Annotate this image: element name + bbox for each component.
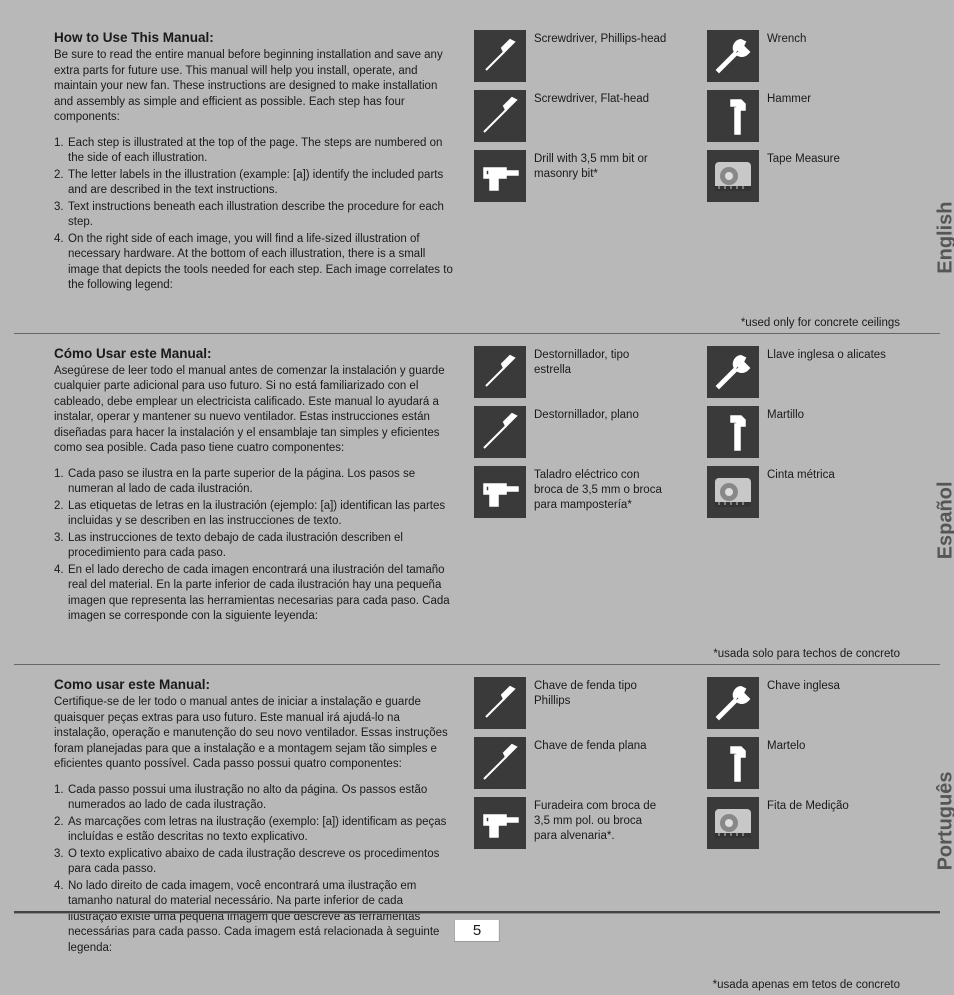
tool-label: Hammer <box>767 90 811 107</box>
step-item: On the right side of each image, you wil… <box>54 232 454 294</box>
tool-item: Screwdriver, Phillips-head <box>474 30 667 82</box>
step-item: The letter labels in the illustration (e… <box>54 168 454 199</box>
tool-item: Chave de fenda plana <box>474 737 667 789</box>
step-item: As marcações com letras na ilustração (e… <box>54 815 454 846</box>
tools-column: Screwdriver, Phillips-head Screwdriver, F… <box>474 30 667 295</box>
flat-screwdriver-icon <box>474 737 526 789</box>
tool-label: Wrench <box>767 30 806 47</box>
tools-legend: Screwdriver, Phillips-head Screwdriver, F… <box>474 30 900 295</box>
page-number: 5 <box>454 920 500 942</box>
tool-label: Destornillador, plano <box>534 406 639 423</box>
tool-item: Screwdriver, Flat-head <box>474 90 667 142</box>
tool-item: Chave inglesa <box>707 677 900 729</box>
footnote: *usada apenas em tetos de concreto <box>14 975 940 995</box>
tool-item: Martillo <box>707 406 900 458</box>
tool-item: Hammer <box>707 90 900 142</box>
tool-label: Fita de Medição <box>767 797 849 814</box>
tool-item: Wrench <box>707 30 900 82</box>
language-tab-portuguese: Português <box>935 772 954 871</box>
drill-icon <box>474 466 526 518</box>
tool-item: Taladro eléctrico con broca de 3,5 mm o … <box>474 466 667 518</box>
instructions-column: Como usar este Manual: Certifique-se de l… <box>54 677 474 957</box>
step-item: Text instructions beneath each illustrat… <box>54 200 454 231</box>
tool-label: Martelo <box>767 737 805 754</box>
intro-text: Certifique-se de ler todo o manual antes… <box>54 695 454 773</box>
tool-label: Destornillador, tipo estrella <box>534 346 667 378</box>
section-heading: How to Use This Manual: <box>54 30 454 45</box>
phillips-screwdriver-icon <box>474 677 526 729</box>
drill-icon <box>474 150 526 202</box>
tools-legend: Destornillador, tipo estrella Destornilla… <box>474 346 900 626</box>
tool-item: Chave de fenda tipo Phillips <box>474 677 667 729</box>
intro-text: Asegúrese de leer todo el manual antes d… <box>54 364 454 457</box>
tool-item: Drill with 3,5 mm bit or masonry bit* <box>474 150 667 202</box>
instructions-column: Cómo Usar este Manual: Asegúrese de leer … <box>54 346 474 626</box>
hammer-icon <box>707 90 759 142</box>
step-item: O texto explicativo abaixo de cada ilust… <box>54 847 454 878</box>
drill-icon <box>474 797 526 849</box>
step-item: Las instrucciones de texto debajo de cad… <box>54 531 454 562</box>
steps-list: Cada passo possui uma ilustração no alto… <box>54 783 454 957</box>
tool-item: Furadeira com broca de 3,5 mm pol. ou br… <box>474 797 667 849</box>
steps-list: Each step is illustrated at the top of t… <box>54 136 454 294</box>
manual-page: How to Use This Manual: Be sure to read t… <box>0 0 954 954</box>
intro-text: Be sure to read the entire manual before… <box>54 48 454 126</box>
phillips-screwdriver-icon <box>474 30 526 82</box>
language-tab-english: English <box>935 202 954 274</box>
tool-label: Cinta métrica <box>767 466 835 483</box>
step-item: Cada passo possui uma ilustração no alto… <box>54 783 454 814</box>
tool-label: Chave de fenda tipo Phillips <box>534 677 667 709</box>
tool-item: Destornillador, tipo estrella <box>474 346 667 398</box>
tools-column: Destornillador, tipo estrella Destornilla… <box>474 346 667 626</box>
section-heading: Como usar este Manual: <box>54 677 454 692</box>
language-tab-spanish: Español <box>935 482 954 560</box>
tools-column: Chave inglesa Martelo Fita de Medição <box>707 677 900 957</box>
phillips-screwdriver-icon <box>474 346 526 398</box>
wrench-icon <box>707 677 759 729</box>
step-item: Las etiquetas de letras en la ilustració… <box>54 499 454 530</box>
tool-label: Furadeira com broca de 3,5 mm pol. ou br… <box>534 797 667 844</box>
footer-rule <box>14 911 940 914</box>
tool-item: Cinta métrica <box>707 466 900 518</box>
step-item: Cada paso se ilustra en la parte superio… <box>54 467 454 498</box>
tools-column: Llave inglesa o alicates Martillo Cinta mé… <box>707 346 900 626</box>
steps-list: Cada paso se ilustra en la parte superio… <box>54 467 454 625</box>
tape-measure-icon <box>707 797 759 849</box>
tool-item: Tape Measure <box>707 150 900 202</box>
tool-label: Taladro eléctrico con broca de 3,5 mm o … <box>534 466 667 513</box>
step-item: No lado direito de cada imagem, você enc… <box>54 879 454 957</box>
section-heading: Cómo Usar este Manual: <box>54 346 454 361</box>
flat-screwdriver-icon <box>474 406 526 458</box>
language-section: How to Use This Manual: Be sure to read t… <box>14 30 940 313</box>
language-section: Cómo Usar este Manual: Asegúrese de leer … <box>14 333 940 644</box>
tool-label: Screwdriver, Phillips-head <box>534 30 666 47</box>
content-area: How to Use This Manual: Be sure to read t… <box>0 30 954 995</box>
tools-column: Chave de fenda tipo Phillips Chave de fen… <box>474 677 667 957</box>
wrench-icon <box>707 30 759 82</box>
tool-label: Chave inglesa <box>767 677 840 694</box>
tools-column: Wrench Hammer Tape Measure <box>707 30 900 295</box>
tool-label: Martillo <box>767 406 804 423</box>
tool-label: Screwdriver, Flat-head <box>534 90 649 107</box>
wrench-icon <box>707 346 759 398</box>
step-item: En el lado derecho de cada imagen encont… <box>54 563 454 625</box>
tape-measure-icon <box>707 466 759 518</box>
tool-item: Martelo <box>707 737 900 789</box>
tool-label: Tape Measure <box>767 150 840 167</box>
footnote: *usada solo para techos de concreto <box>14 644 940 664</box>
hammer-icon <box>707 406 759 458</box>
tool-label: Chave de fenda plana <box>534 737 647 754</box>
footnote: *used only for concrete ceilings <box>14 313 940 333</box>
step-item: Each step is illustrated at the top of t… <box>54 136 454 167</box>
flat-screwdriver-icon <box>474 90 526 142</box>
tool-item: Llave inglesa o alicates <box>707 346 900 398</box>
tape-measure-icon <box>707 150 759 202</box>
hammer-icon <box>707 737 759 789</box>
instructions-column: How to Use This Manual: Be sure to read t… <box>54 30 474 295</box>
tool-item: Destornillador, plano <box>474 406 667 458</box>
tool-item: Fita de Medição <box>707 797 900 849</box>
tool-label: Drill with 3,5 mm bit or masonry bit* <box>534 150 667 182</box>
tools-legend: Chave de fenda tipo Phillips Chave de fen… <box>474 677 900 957</box>
tool-label: Llave inglesa o alicates <box>767 346 886 363</box>
